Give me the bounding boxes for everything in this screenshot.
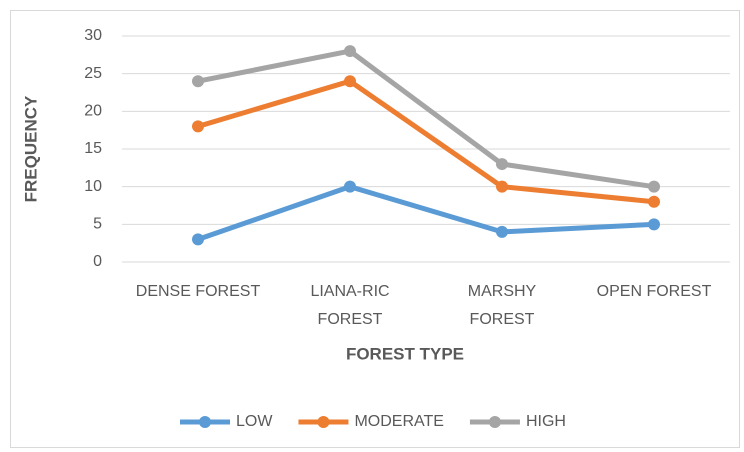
- data-point: [648, 195, 660, 208]
- data-point: [344, 45, 356, 58]
- legend-marker: [488, 416, 501, 428]
- data-point: [496, 180, 508, 193]
- x-tick-label: LIANA-RIC FOREST: [310, 283, 389, 328]
- data-point: [648, 218, 660, 231]
- y-tick-label: 25: [84, 65, 102, 82]
- x-tick-label: DENSE FOREST: [136, 283, 261, 300]
- data-point: [648, 180, 660, 193]
- chart-border: [10, 10, 740, 448]
- data-point: [192, 75, 204, 88]
- x-tick-label: MARSHY FOREST: [468, 283, 537, 328]
- legend-label: MODERATE: [354, 413, 443, 430]
- y-tick-label: 20: [84, 103, 102, 120]
- legend-label: HIGH: [526, 413, 566, 430]
- data-point: [344, 180, 356, 193]
- x-tick-label: OPEN FOREST: [597, 283, 712, 300]
- legend-marker: [199, 416, 211, 428]
- data-point: [192, 233, 204, 246]
- y-tick-label: 0: [93, 253, 102, 270]
- y-tick-label: 30: [84, 27, 102, 44]
- y-axis-title: FREQUENCY: [21, 95, 40, 202]
- legend-label: LOW: [236, 413, 273, 430]
- series-line: [195, 48, 657, 190]
- y-tick-label: 15: [84, 140, 102, 157]
- data-point: [496, 225, 508, 238]
- data-point: [344, 75, 356, 88]
- y-tick-label: 5: [93, 216, 102, 233]
- series-line: [195, 78, 657, 205]
- series-line: [195, 184, 657, 242]
- data-point: [496, 158, 508, 171]
- y-tick-label: 10: [84, 178, 102, 195]
- x-axis-title: FOREST TYPE: [346, 344, 464, 363]
- data-point: [192, 120, 204, 133]
- legend-marker: [317, 416, 330, 428]
